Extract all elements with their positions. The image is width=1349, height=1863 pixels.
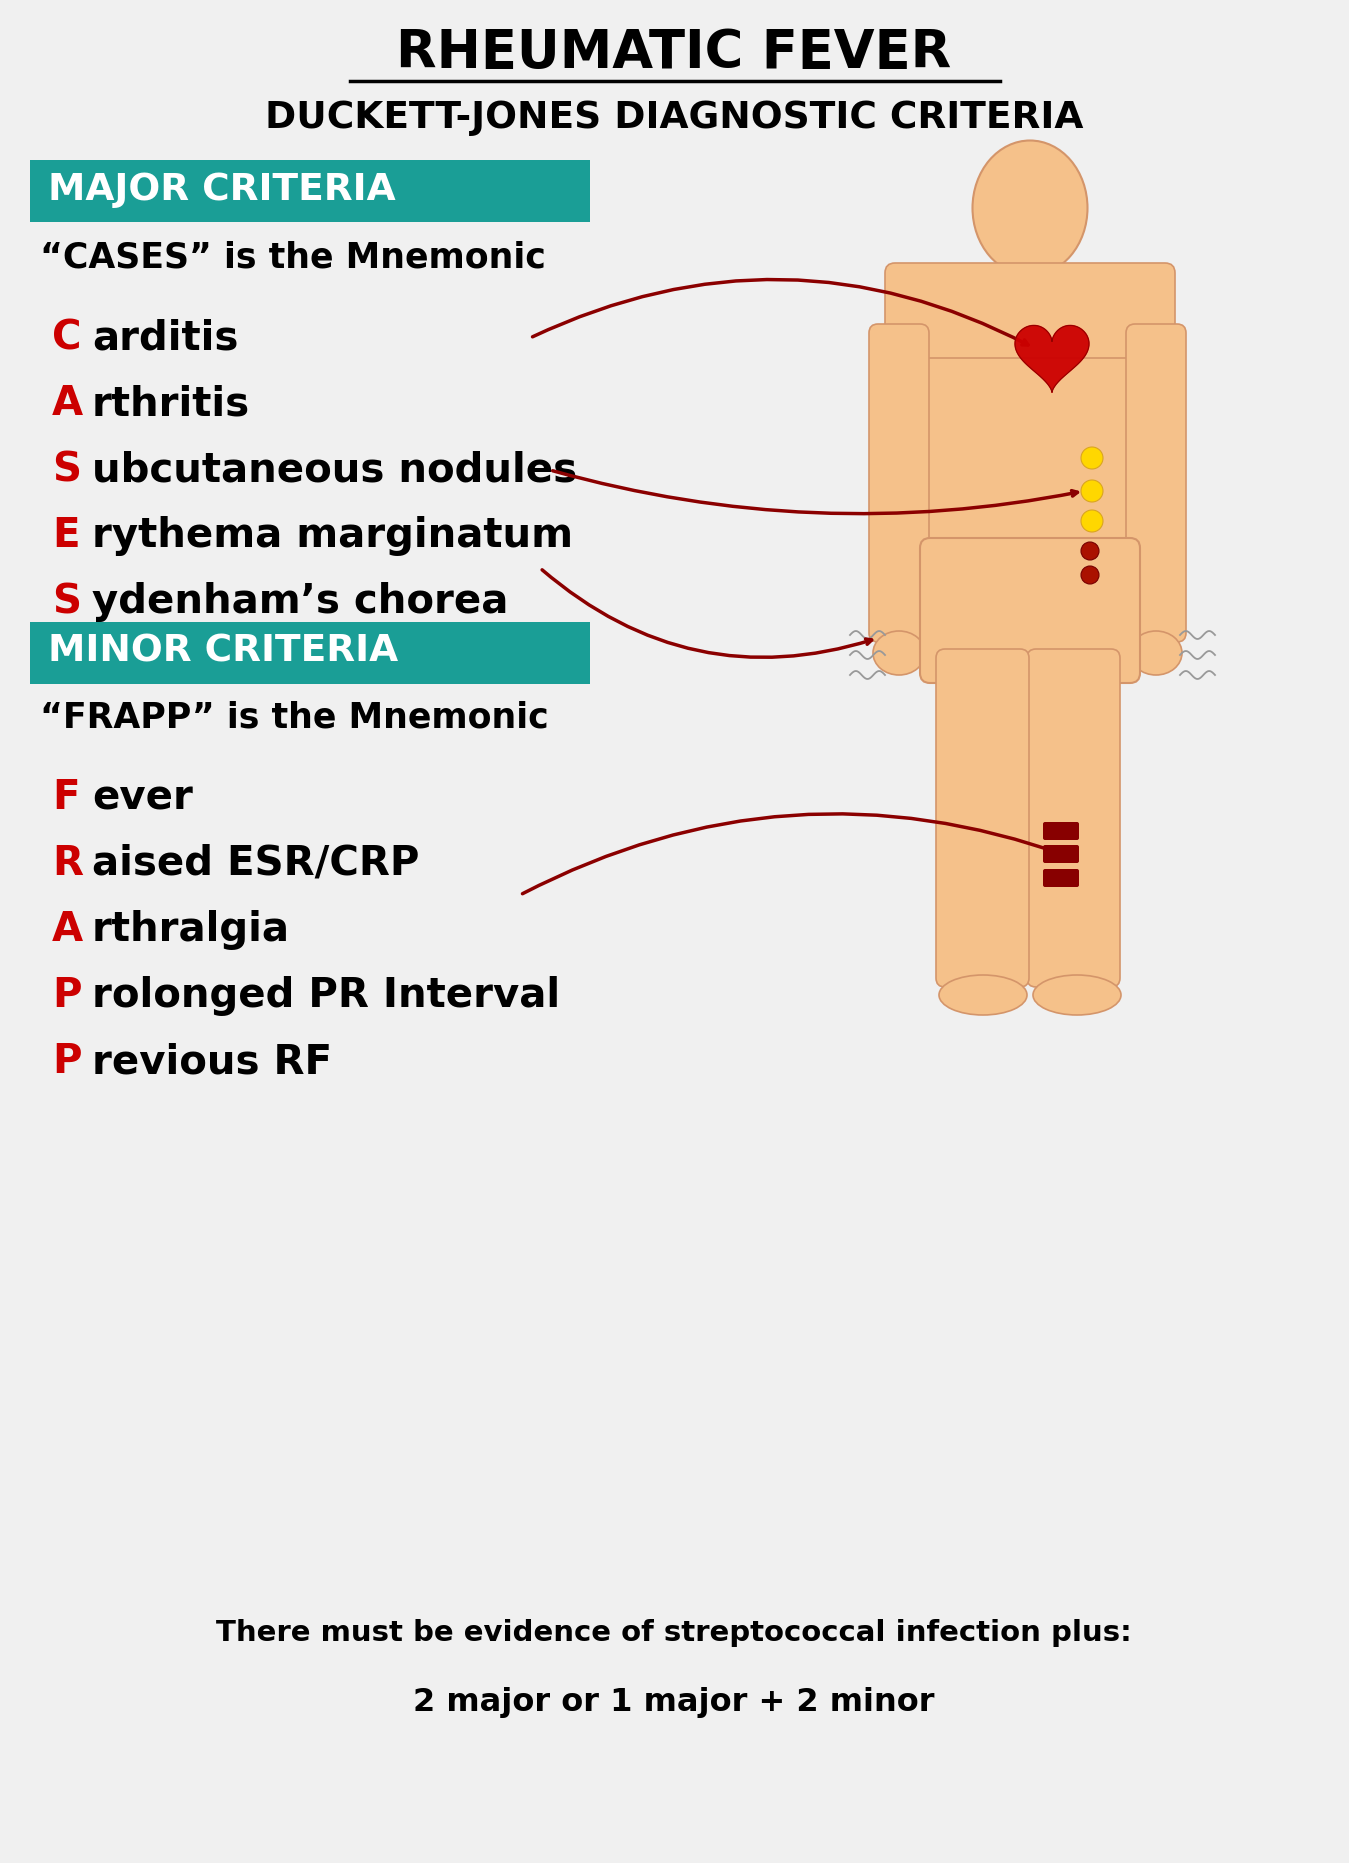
FancyBboxPatch shape	[1043, 868, 1079, 887]
Text: A: A	[53, 384, 84, 425]
Ellipse shape	[1033, 974, 1121, 1015]
Text: rthralgia: rthralgia	[92, 909, 290, 950]
Text: A: A	[53, 909, 84, 950]
FancyBboxPatch shape	[30, 622, 590, 684]
FancyBboxPatch shape	[1009, 237, 1051, 289]
FancyBboxPatch shape	[1043, 822, 1079, 840]
FancyBboxPatch shape	[936, 648, 1029, 987]
Text: P: P	[53, 1041, 81, 1082]
Ellipse shape	[1081, 566, 1099, 583]
Text: 2 major or 1 major + 2 minor: 2 major or 1 major + 2 minor	[413, 1688, 935, 1718]
Text: rthritis: rthritis	[92, 384, 250, 425]
FancyBboxPatch shape	[885, 263, 1175, 358]
Text: S: S	[53, 451, 81, 490]
Text: arditis: arditis	[92, 319, 239, 358]
Text: ydenham’s chorea: ydenham’s chorea	[92, 581, 509, 622]
Ellipse shape	[1081, 481, 1103, 501]
Text: DUCKETT-JONES DIAGNOSTIC CRITERIA: DUCKETT-JONES DIAGNOSTIC CRITERIA	[264, 101, 1083, 136]
Text: ubcutaneous nodules: ubcutaneous nodules	[92, 451, 577, 490]
Ellipse shape	[873, 632, 925, 674]
Text: P: P	[53, 976, 81, 1015]
Ellipse shape	[973, 140, 1087, 276]
Text: rythema marginatum: rythema marginatum	[92, 516, 573, 555]
Text: “FRAPP” is the Mnemonic: “FRAPP” is the Mnemonic	[40, 700, 549, 736]
Text: revious RF: revious RF	[92, 1041, 332, 1082]
FancyBboxPatch shape	[869, 324, 929, 643]
Ellipse shape	[939, 974, 1027, 1015]
Text: S: S	[53, 581, 81, 622]
Text: rolonged PR Interval: rolonged PR Interval	[92, 976, 560, 1015]
Text: There must be evidence of streptococcal infection plus:: There must be evidence of streptococcal …	[216, 1619, 1132, 1647]
Text: “CASES” is the Mnemonic: “CASES” is the Mnemonic	[40, 240, 546, 276]
Text: R: R	[53, 844, 84, 885]
Text: MINOR CRITERIA: MINOR CRITERIA	[49, 633, 398, 671]
Ellipse shape	[1081, 510, 1103, 533]
Ellipse shape	[1130, 632, 1182, 674]
Text: F: F	[53, 779, 80, 818]
Text: aised ESR/CRP: aised ESR/CRP	[92, 844, 420, 885]
Polygon shape	[1014, 326, 1089, 393]
FancyBboxPatch shape	[913, 266, 1147, 576]
Text: E: E	[53, 516, 80, 555]
FancyBboxPatch shape	[1043, 846, 1079, 863]
Text: MAJOR CRITERIA: MAJOR CRITERIA	[49, 171, 395, 209]
FancyBboxPatch shape	[1126, 324, 1186, 643]
Ellipse shape	[1081, 542, 1099, 561]
Text: C: C	[53, 319, 81, 358]
Text: ever: ever	[92, 779, 193, 818]
Ellipse shape	[1081, 447, 1103, 469]
FancyBboxPatch shape	[1027, 648, 1120, 987]
FancyBboxPatch shape	[30, 160, 590, 222]
FancyBboxPatch shape	[920, 538, 1140, 684]
Text: RHEUMATIC FEVER: RHEUMATIC FEVER	[397, 26, 951, 78]
